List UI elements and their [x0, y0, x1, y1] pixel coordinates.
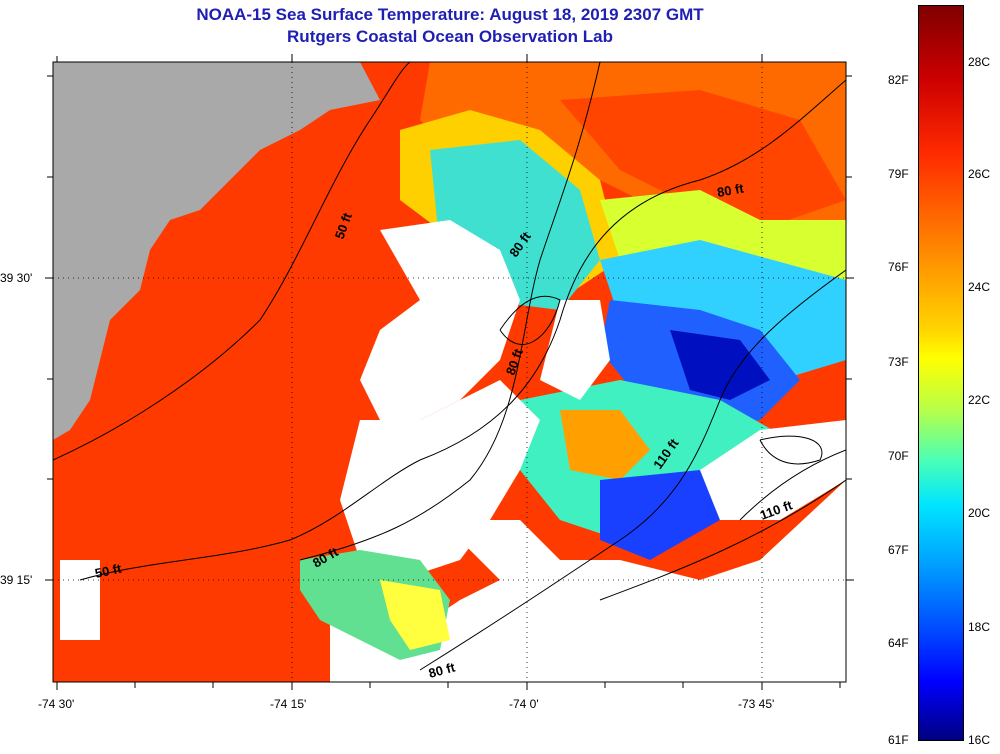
bathymetry-contours [53, 62, 846, 671]
colorbar-f-label: 79F [888, 167, 909, 181]
colorbar-f-label: 61F [888, 733, 909, 747]
colorbar-f-label: 70F [888, 449, 909, 463]
contour-label: 80 ft [427, 659, 457, 681]
colorbar-f-label: 76F [888, 260, 909, 274]
x-tick-label: -73 45' [738, 697, 775, 711]
colorbar-c-label: 28C [968, 55, 991, 69]
temperature-colorbar [918, 5, 964, 741]
map-frame [52, 61, 847, 683]
sst-raster [53, 62, 846, 682]
y-tick-label: 39 15' [0, 573, 33, 587]
map-subtitle: Rutgers Coastal Ocean Observation Lab [287, 27, 613, 46]
colorbar-f-label: 82F [888, 73, 909, 87]
colorbar-c-label: 16C [968, 733, 991, 747]
colorbar-f-label: 73F [888, 355, 909, 369]
map-title: NOAA-15 Sea Surface Temperature: August … [196, 5, 704, 24]
colorbar-c-label: 26C [968, 167, 991, 181]
x-tick-label: -74 30' [38, 697, 75, 711]
colorbar-f-label: 64F [888, 636, 909, 650]
colorbar-c-label: 24C [968, 280, 991, 294]
x-tick-label: -74 0' [509, 697, 539, 711]
graticule [53, 62, 846, 682]
sst-map: 50 ft 50 ft 80 ft 80 ft 80 ft 80 ft 80 f… [45, 54, 854, 690]
colorbar-f-label: 67F [888, 543, 909, 557]
colorbar-c-label: 22C [968, 393, 991, 407]
colorbar-c-label: 18C [968, 620, 991, 634]
x-tick-label: -74 15' [270, 697, 307, 711]
axis-ticks [45, 54, 854, 690]
contour-label: 80 ft [716, 180, 746, 200]
y-tick-label: 39 30' [0, 271, 33, 285]
colorbar-c-label: 20C [968, 506, 991, 520]
contour-label: 50 ft [94, 561, 124, 581]
